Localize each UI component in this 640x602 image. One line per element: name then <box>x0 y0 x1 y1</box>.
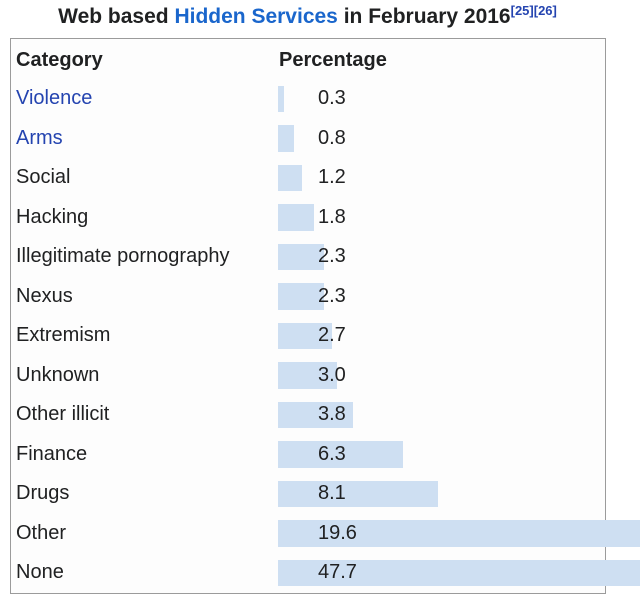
table-row: Drugs 8.1 <box>11 474 605 514</box>
table-row: Arms 0.8 <box>11 119 605 159</box>
percentage-value: 2.3 <box>318 245 346 267</box>
page-title: Web based Hidden Services in February 20… <box>0 3 615 31</box>
category-cell: Drugs <box>16 482 70 504</box>
percentage-bar <box>278 204 314 231</box>
table-body: Violence 0.3 Arms 0.8 Social 1.2 Hacking 1.8 Ill… <box>11 79 640 593</box>
table-row: Finance 6.3 <box>11 435 605 475</box>
category-cell: Illegitimate pornography <box>16 245 230 267</box>
percentage-value: 0.3 <box>318 87 346 109</box>
percentage-value: 2.3 <box>318 284 346 307</box>
category-cell: Extremism <box>16 324 111 346</box>
percentage-bar <box>278 362 338 389</box>
percentage-value: 8.1 <box>318 482 346 504</box>
percentage-bar <box>278 401 354 428</box>
table-row: Unknown 3.0 <box>11 356 605 396</box>
percentage-bar <box>278 559 640 586</box>
category-cell: Nexus <box>16 284 73 307</box>
table-row: Nexus 2.3 <box>11 277 605 317</box>
percentage-value: 3.8 <box>318 403 346 425</box>
hidden-services-table: Category Percentage Violence 0.3 Arms 0.8 So… <box>10 38 640 594</box>
table-row: Hacking 1.8 <box>11 198 605 238</box>
table-row: Illegitimate pornography 2.3 <box>11 237 605 277</box>
table-row: Other 19.6 <box>11 514 640 554</box>
hidden-services-link[interactable]: Hidden Services <box>174 5 338 28</box>
header-percentage: Percentage <box>279 49 387 71</box>
category-cell: Other illicit <box>16 403 110 425</box>
category-cell: Hacking <box>16 205 89 228</box>
header-category: Category <box>16 49 103 71</box>
category-cell: Finance <box>16 442 88 465</box>
table-header-row: Category Percentage <box>11 39 605 79</box>
percentage-bar <box>278 125 294 152</box>
category-link[interactable]: Violence <box>16 87 93 109</box>
percentage-bar <box>278 322 332 349</box>
percentage-value: 3.0 <box>318 363 346 386</box>
percentage-bar <box>278 164 302 191</box>
reference-26-link[interactable]: [26] <box>533 3 557 18</box>
percentage-value: 0.8 <box>318 126 346 149</box>
percentage-value: 2.7 <box>318 324 346 346</box>
percentage-bar <box>278 480 439 507</box>
table-row: None 47.7 <box>11 553 640 593</box>
table-row: Social 1.2 <box>11 158 605 198</box>
percentage-value: 1.2 <box>318 166 346 188</box>
category-cell: Other <box>16 521 67 544</box>
table-row: Violence 0.3 <box>11 79 605 119</box>
percentage-bar <box>278 243 324 270</box>
table-row: Other illicit 3.8 <box>11 395 605 435</box>
title-suffix: in February 2016 <box>337 5 511 28</box>
percentage-bar <box>278 441 403 468</box>
percentage-value: 19.6 <box>318 521 357 544</box>
percentage-value: 1.8 <box>318 205 346 228</box>
percentage-bar <box>278 520 640 547</box>
percentage-bar <box>278 85 284 112</box>
reference-25-link[interactable]: [25] <box>510 3 534 18</box>
category-cell: Social <box>16 166 71 188</box>
table-row: Extremism 2.7 <box>11 316 605 356</box>
percentage-value: 47.7 <box>318 561 357 583</box>
percentage-bar <box>278 283 324 310</box>
percentage-value: 6.3 <box>318 442 346 465</box>
title-prefix: Web based <box>58 5 175 28</box>
category-cell: None <box>16 561 64 583</box>
category-cell: Unknown <box>16 363 100 386</box>
category-link[interactable]: Arms <box>16 126 63 149</box>
